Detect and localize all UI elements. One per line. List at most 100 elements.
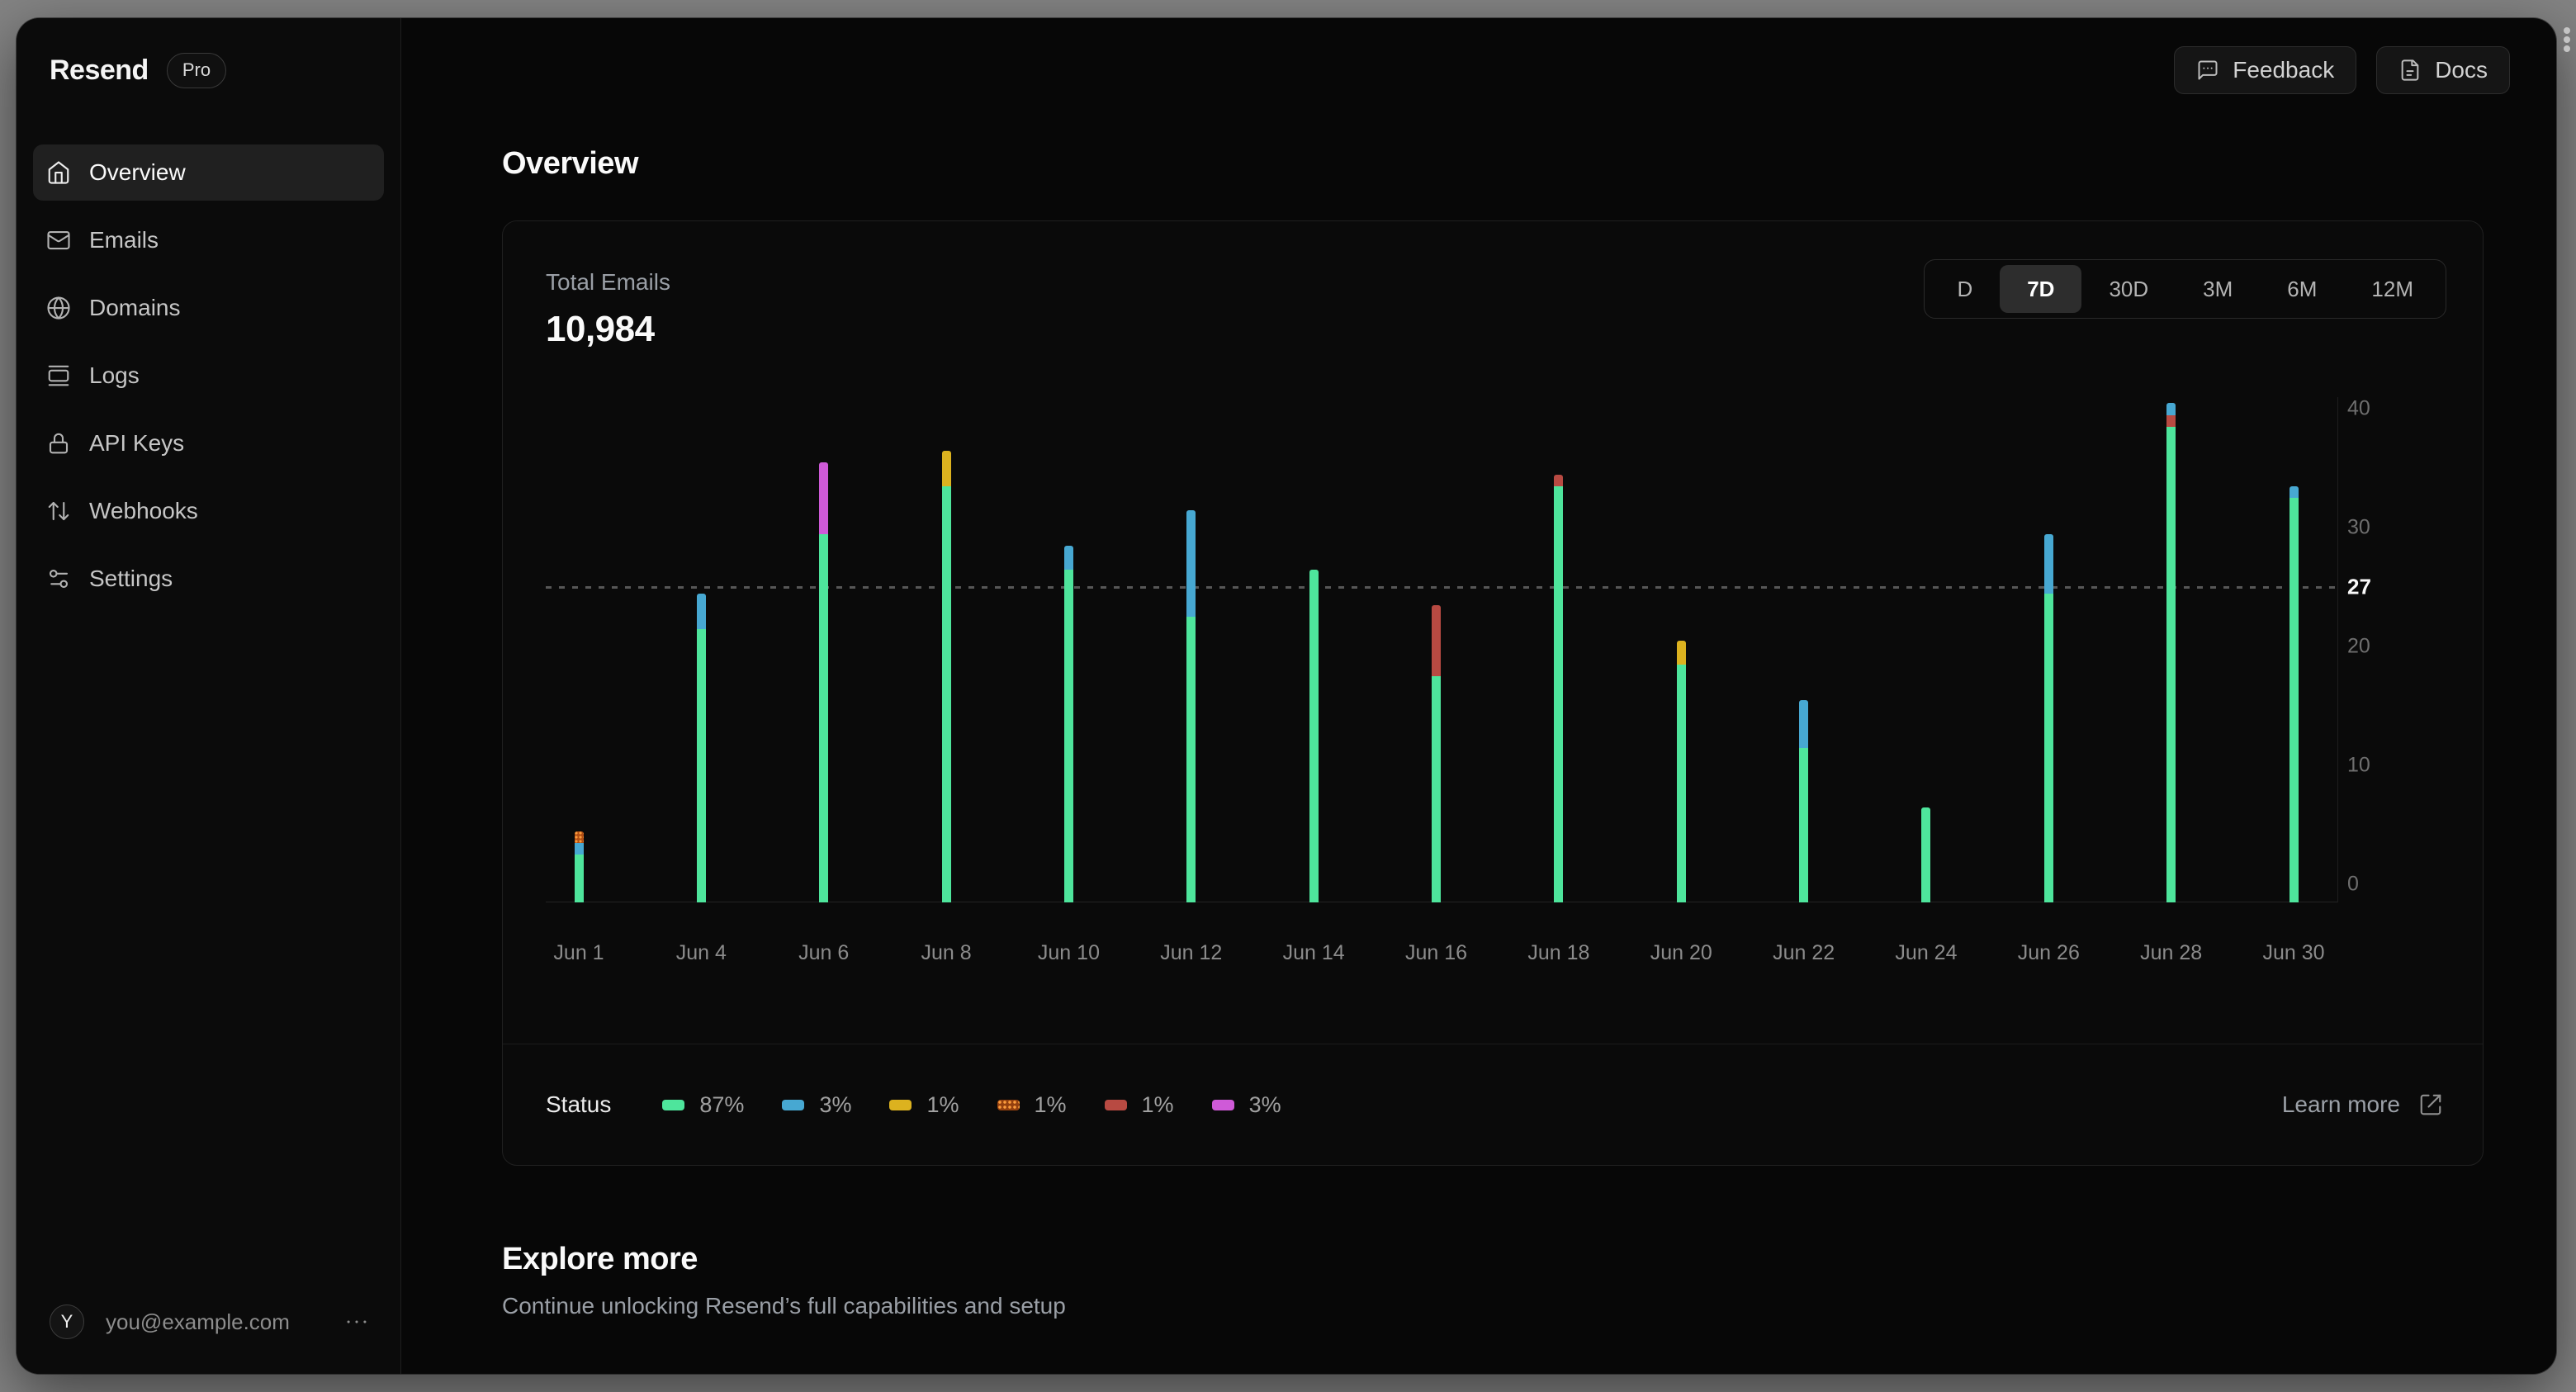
bar-jun-4[interactable] <box>696 593 706 902</box>
bar-segment-green <box>574 855 584 902</box>
y-axis-tick-40: 40 <box>2347 396 2370 420</box>
status-legend-label: Status <box>546 1091 612 1117</box>
feedback-button-label: Feedback <box>2233 57 2335 83</box>
sidebar-item-label: Logs <box>89 362 140 388</box>
metric-value: 10,984 <box>546 309 655 349</box>
bar-segment-blue <box>2166 403 2176 415</box>
sidebar-item-label: Settings <box>89 566 173 591</box>
legend-item-magenta: 3% <box>1211 1092 1281 1118</box>
document-icon <box>2398 59 2422 82</box>
user-email: you@example.com <box>106 1309 290 1334</box>
sidebar-item-settings[interactable]: Settings <box>33 551 384 607</box>
user-menu-ellipsis-icon[interactable] <box>343 1308 371 1336</box>
bar-segment-green <box>2166 426 2176 902</box>
bar-jun-16[interactable] <box>1432 605 1442 902</box>
plan-badge: Pro <box>166 53 227 88</box>
app-window: Resend Pro Overview Emails Domains Logs API … <box>17 18 2556 1374</box>
bar-jun-18[interactable] <box>1554 474 1564 902</box>
feedback-bubble-icon <box>2196 59 2219 82</box>
sidebar-item-webhooks[interactable]: Webhooks <box>33 483 384 539</box>
bar-jun-6[interactable] <box>819 462 829 902</box>
main-area: Feedback Docs Overview Total Emails 10,9… <box>402 18 2556 1374</box>
range-button-30d[interactable]: 30D <box>2081 265 2176 313</box>
bar-jun-8[interactable] <box>941 450 951 902</box>
bar-segment-blue <box>696 593 706 629</box>
bar-segment-green <box>1676 664 1686 902</box>
user-row[interactable]: Y you@example.com <box>17 1281 400 1374</box>
bar-segment-green <box>2043 593 2053 902</box>
bar-segment-green <box>1799 747 1809 902</box>
mail-icon <box>46 228 71 253</box>
bar-segment-red <box>1432 605 1442 677</box>
explore-more-title: Explore more <box>502 1242 698 1276</box>
range-button-3m[interactable]: 3M <box>2176 265 2260 313</box>
brand-logo: Resend <box>50 54 149 86</box>
average-dashed-line <box>546 586 2337 589</box>
sidebar-item-label: API Keys <box>89 430 185 456</box>
x-axis-label: Jun 8 <box>921 941 972 964</box>
bar-jun-30[interactable] <box>2289 486 2299 902</box>
learn-more-label: Learn more <box>2281 1091 2400 1117</box>
bar-jun-28[interactable] <box>2166 403 2176 902</box>
legend-swatch-orange <box>997 1099 1020 1110</box>
x-axis-label: Jun 12 <box>1160 941 1223 964</box>
sidebar-item-label: Webhooks <box>89 498 198 523</box>
sidebar: Resend Pro Overview Emails Domains Logs API … <box>17 18 401 1374</box>
sidebar-item-api-keys[interactable]: API Keys <box>33 415 384 471</box>
legend-percentage: 1% <box>1141 1091 1174 1117</box>
sidebar-item-domains[interactable]: Domains <box>33 280 384 336</box>
bar-segment-green <box>819 533 829 902</box>
sidebar-item-logs[interactable]: Logs <box>33 348 384 404</box>
legend-swatch-blue <box>782 1099 805 1110</box>
bar-jun-12[interactable] <box>1186 509 1196 902</box>
bar-segment-green <box>1063 569 1073 902</box>
bar-jun-24[interactable] <box>1921 807 1931 902</box>
bar-segment-blue <box>2289 486 2299 499</box>
x-axis-label: Jun 10 <box>1037 941 1100 964</box>
docs-button-label: Docs <box>2435 57 2488 83</box>
x-axis-label: Jun 14 <box>1282 941 1345 964</box>
bar-segment-yellow <box>1676 641 1686 665</box>
metric-label: Total Emails <box>546 269 670 295</box>
sidebar-nav: Overview Emails Domains Logs API Keys Webhook… <box>17 144 400 607</box>
time-range-selector: D 7D 30D 3M 6M 12M <box>1924 259 2446 319</box>
scroll-indicator-dots <box>2563 25 2571 54</box>
y-axis-tick-30: 30 <box>2347 515 2370 539</box>
bar-jun-22[interactable] <box>1799 700 1809 902</box>
bar-jun-14[interactable] <box>1309 569 1319 902</box>
docs-button[interactable]: Docs <box>2376 46 2510 94</box>
external-link-icon <box>2418 1092 2443 1117</box>
x-axis-label: Jun 6 <box>798 941 850 964</box>
y-axis-tick-20: 20 <box>2347 634 2370 658</box>
legend-percentage: 87% <box>699 1091 745 1117</box>
bar-segment-blue <box>1063 546 1073 570</box>
bar-jun-1[interactable] <box>574 831 584 902</box>
x-axis-label: Jun 24 <box>1895 941 1958 964</box>
learn-more-link[interactable]: Learn more <box>2282 1091 2443 1118</box>
range-button-d[interactable]: D <box>1930 265 2000 313</box>
arrows-up-down-icon <box>46 499 71 523</box>
y-axis-tick-0: 0 <box>2347 872 2359 896</box>
legend-percentage: 1% <box>1034 1091 1067 1117</box>
x-axis-label: Jun 28 <box>2140 941 2203 964</box>
x-axis-label: Jun 1 <box>553 941 604 964</box>
page-title: Overview <box>502 146 639 181</box>
bar-jun-26[interactable] <box>2043 533 2053 902</box>
bar-segment-red <box>2166 414 2176 427</box>
sidebar-item-overview[interactable]: Overview <box>33 144 384 201</box>
explore-more-subtitle: Continue unlocking Resend’s full capabil… <box>502 1293 1066 1319</box>
x-axis-label: Jun 22 <box>1773 941 1835 964</box>
x-axis-label: Jun 20 <box>1650 941 1712 964</box>
emails-bar-chart: 0 10 20 30 40 27 Jun 1 Jun 4 Jun 6 Jun 8 Jun 10 Jun… <box>503 221 2483 1165</box>
bar-jun-20[interactable] <box>1676 641 1686 902</box>
legend-item-green: 87% <box>662 1092 744 1118</box>
bar-jun-10[interactable] <box>1063 546 1073 902</box>
feedback-button[interactable]: Feedback <box>2174 46 2357 94</box>
legend-percentage: 3% <box>819 1091 852 1117</box>
sidebar-item-emails[interactable]: Emails <box>33 212 384 268</box>
range-button-7d[interactable]: 7D <box>2000 265 2082 313</box>
legend-item-red: 1% <box>1104 1091 1174 1118</box>
range-button-12m[interactable]: 12M <box>2344 265 2441 313</box>
legend-swatch-green <box>662 1099 685 1110</box>
range-button-6m[interactable]: 6M <box>2260 265 2344 313</box>
